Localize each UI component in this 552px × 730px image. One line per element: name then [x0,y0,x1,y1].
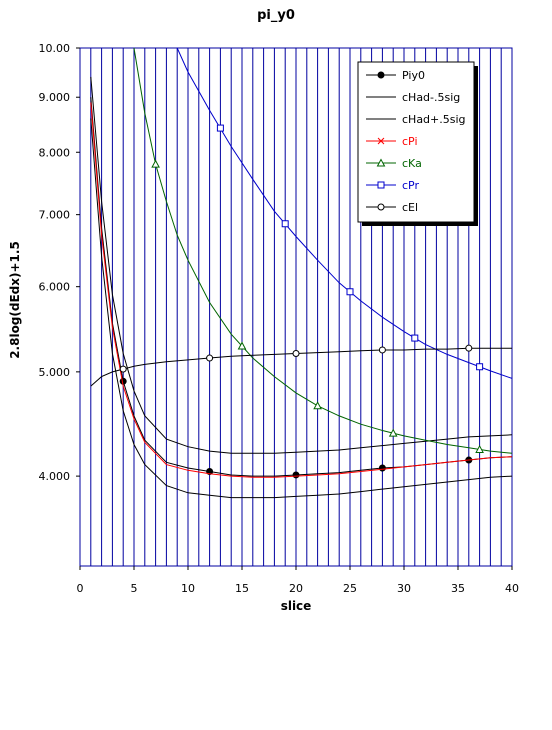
series-4 [133,48,512,454]
series-line [90,118,512,499]
data-point [206,354,214,362]
series-line [90,76,512,454]
legend-label: Piy0 [402,69,425,82]
data-point [281,220,289,228]
x-tick-label: 20 [289,582,303,595]
legend-label: cEl [402,201,418,214]
series-6 [90,344,512,387]
series-line [176,48,512,379]
data-point [388,428,398,437]
x-tick-label: 30 [397,582,411,595]
data-point [475,444,484,453]
x-tick-label: 25 [343,582,357,595]
series-5 [176,48,512,379]
grid-lines [90,48,502,566]
x-tick-label: 10 [181,582,195,595]
legend-label: cHad+.5sig [402,113,466,126]
data-point [119,365,127,373]
series-1 [90,118,512,499]
legend-marker [376,158,386,167]
legend-marker [377,71,385,79]
data-point [216,124,224,132]
legend-label: cKa [402,157,422,170]
y-tick-label: 6.000 [39,281,71,294]
x-tick-label: 15 [235,582,249,595]
data-point [476,363,484,371]
x-tick-label: 35 [451,582,465,595]
y-tick-label: 9.000 [39,91,71,104]
y-tick-label: 4.000 [39,470,71,483]
data-point [292,350,300,358]
data-point [313,401,322,410]
y-tick-label: 5.000 [39,366,71,379]
legend: Piy0 cHad-.5sig cHad+.5sig cPi cKa cPr cEl [357,61,478,226]
legend-box [357,61,475,223]
legend-marker [377,203,385,211]
data-point [292,471,300,479]
x-axis-label: slice [280,599,312,613]
series-3 [90,102,512,478]
chart-title: pi_y0 [257,8,295,23]
legend-label: cHad-.5sig [402,91,460,104]
series-2 [90,76,512,454]
x-tick-label: 5 [131,582,138,595]
x-tick-label: 0 [77,582,84,595]
legend-marker [377,181,385,189]
legend-label: cPr [402,179,419,192]
data-point [378,346,386,354]
data-point [206,467,214,475]
axes: 0 5 10 15 20 25 30 35 40 4.000 5.000 6.000 7.000 8.00… [39,42,520,595]
legend-marker [377,137,385,145]
series-line [90,347,512,387]
data-point [237,341,247,350]
series-line [133,48,512,454]
y-tick-label: 8.000 [39,146,71,159]
y-tick-label: 10.00 [39,42,71,55]
legend-marker-stroke [377,137,385,145]
data-point [346,288,354,296]
y-tick-label: 7.000 [39,209,71,222]
legend-label: cPi [402,135,418,148]
data-point [378,464,386,472]
series-line [90,102,512,478]
data-point [465,344,473,352]
x-tick-label: 40 [505,582,519,595]
data-point [411,334,419,342]
data-point [151,159,160,168]
